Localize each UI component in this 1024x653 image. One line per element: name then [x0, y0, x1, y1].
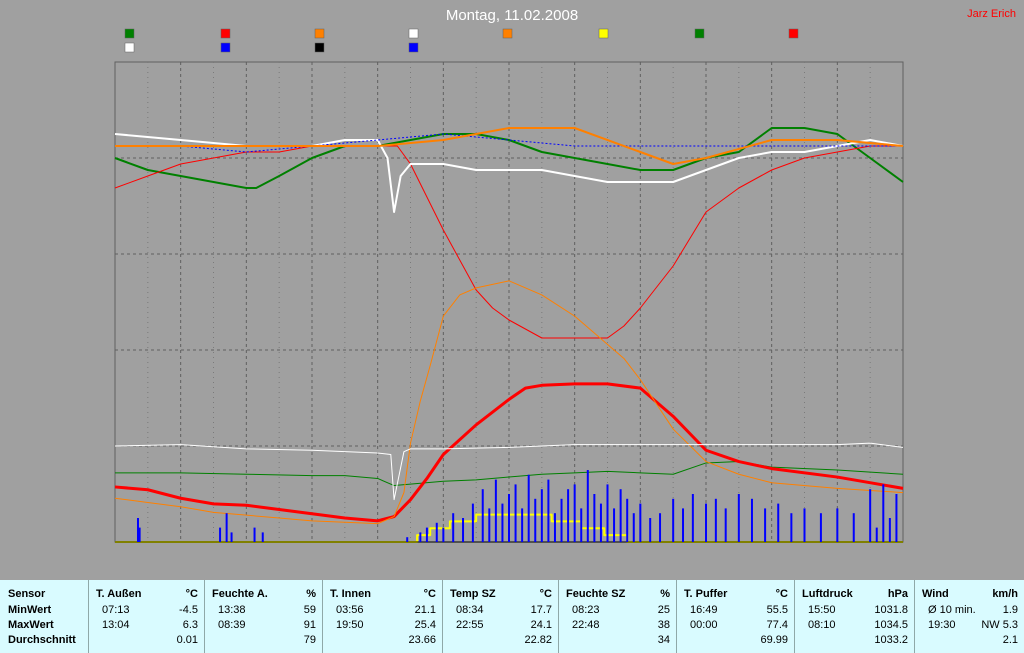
table-unit: km/h: [992, 588, 1018, 600]
table-cell-time: 08:39: [218, 619, 246, 631]
table-cell-time: Ø 10 min.: [928, 604, 976, 616]
table-cell-time: 08:23: [572, 604, 600, 616]
table-cell-value: 24.1: [530, 619, 552, 631]
table-cell-time: 08:10: [808, 619, 836, 631]
legend-swatch: [694, 28, 705, 39]
series-line-5: [115, 461, 904, 487]
legend: [124, 28, 799, 53]
legend-swatch: [788, 28, 799, 39]
table-row-label: MaxWert: [8, 619, 54, 631]
table-cell-value: 2.1: [1002, 634, 1018, 646]
table-cell-value: 1031.8: [874, 604, 908, 616]
legend-swatch: [124, 28, 135, 39]
legend-swatch: [502, 28, 513, 39]
table-header: Temp SZ: [450, 588, 496, 600]
table-cell-value: 79: [303, 634, 316, 646]
table-cell-time: 07:13: [102, 604, 130, 616]
table-header: Wind: [922, 588, 949, 600]
table-column: T. Innen °C 03:56 21.1 19:50 25.4 23.66: [322, 580, 443, 653]
table-cell-time: 03:56: [336, 604, 364, 616]
table-cell-value: 38: [657, 619, 670, 631]
table-column: T. Puffer °C 16:49 55.5 00:00 77.4 69.99: [676, 580, 795, 653]
series-line-0: [114, 127, 904, 189]
table-cell-time: 15:50: [808, 604, 836, 616]
legend-swatch: [408, 42, 419, 53]
table-header: T. Außen: [96, 588, 142, 600]
series-line-2: [114, 133, 904, 213]
table-cell-value: 6.3: [182, 619, 198, 631]
table-cell-value: 1034.5: [874, 619, 908, 631]
table-cell-value: 22.82: [524, 634, 552, 646]
table-cell-time: 08:34: [456, 604, 484, 616]
table-column: Feuchte SZ% 08:23 25 22:48 38 34: [558, 580, 677, 653]
table-cell-value: 1033.2: [874, 634, 908, 646]
statistics-table: Sensor MinWert MaxWert Durchschnitt T. Außen…: [0, 580, 1024, 653]
table-cell-value: 59: [303, 604, 316, 616]
table-unit: %: [306, 588, 316, 600]
legend-swatch: [124, 42, 135, 53]
table-column: Feuchte A.% 13:38 59 08:39 91 79: [204, 580, 323, 653]
table-cell-time: 19:30: [928, 619, 956, 631]
table-unit: °C: [775, 588, 788, 600]
table-cell-value: 91: [303, 619, 316, 631]
table-cell-time: 22:55: [456, 619, 484, 631]
table-header: Luftdruck: [802, 588, 853, 600]
table-unit: °C: [423, 588, 436, 600]
table-cell-value: 34: [657, 634, 670, 646]
table-column: Sensor MinWert MaxWert Durchschnitt: [0, 580, 89, 653]
table-cell-value: 1.9: [1002, 604, 1018, 616]
series-line-7: [114, 280, 904, 525]
table-unit: hPa: [887, 588, 908, 600]
table-cell-time: 00:00: [690, 619, 718, 631]
legend-swatch: [220, 28, 231, 39]
legend-swatch: [598, 28, 609, 39]
legend-swatch: [314, 28, 325, 39]
table-cell-time: 13:38: [218, 604, 246, 616]
weather-chart: Montag, 11.02.2008 Jarz Erich: [114, 7, 1016, 543]
table-header: Feuchte A.: [212, 588, 268, 600]
chart-title: Montag, 11.02.2008: [446, 7, 578, 24]
table-unit: °C: [539, 588, 552, 600]
series-line-8: [114, 442, 904, 501]
table-cell-time: 22:48: [572, 619, 600, 631]
table-cell-value: 55.5: [766, 604, 788, 616]
legend-swatch: [408, 28, 419, 39]
table-cell-value: 23.66: [408, 634, 436, 646]
author-label: Jarz Erich: [967, 8, 1016, 20]
table-unit: %: [660, 588, 670, 600]
table-cell-value: -4.5: [179, 604, 198, 616]
table-cell-value: 21.1: [414, 604, 436, 616]
table-cell-value: 17.7: [530, 604, 552, 616]
table-cell-time: 13:04: [102, 619, 130, 631]
table-column: Luftdruck hPa 15:50 1031.8 08:10 1034.5 1033.2: [794, 580, 915, 653]
table-unit: °C: [185, 588, 198, 600]
table-cell-value: 0.01: [176, 634, 198, 646]
table-header: Feuchte SZ: [566, 588, 626, 600]
series-line-4: [115, 127, 904, 165]
table-header: T. Innen: [330, 588, 371, 600]
legend-swatch: [220, 42, 231, 53]
table-column: Temp SZ °C 08:34 17.7 22:55 24.1 22.82: [442, 580, 559, 653]
table-cell-value: 77.4: [766, 619, 788, 631]
legend-swatch: [314, 42, 325, 53]
table-cell-value: NW 5.3: [981, 619, 1018, 631]
table-header: Sensor: [8, 588, 46, 600]
table-column: Wind km/h Ø 10 min. 1.9 19:30 NW 5.3 2.1: [914, 580, 1024, 653]
table-cell-time: 16:49: [690, 604, 718, 616]
table-header: T. Puffer: [684, 588, 728, 600]
table-cell-value: 25.4: [414, 619, 436, 631]
table-cell-value: 25: [657, 604, 670, 616]
series-line-1: [114, 145, 903, 339]
table-cell-value: 69.99: [760, 634, 788, 646]
table-cell-time: 19:50: [336, 619, 364, 631]
table-row-label: Durchschnitt: [8, 634, 76, 646]
series-group: [114, 127, 904, 543]
table-column: T. Außen °C 07:13 -4.5 13:04 6.3 0.01: [88, 580, 205, 653]
table-row-label: MinWert: [8, 604, 52, 616]
